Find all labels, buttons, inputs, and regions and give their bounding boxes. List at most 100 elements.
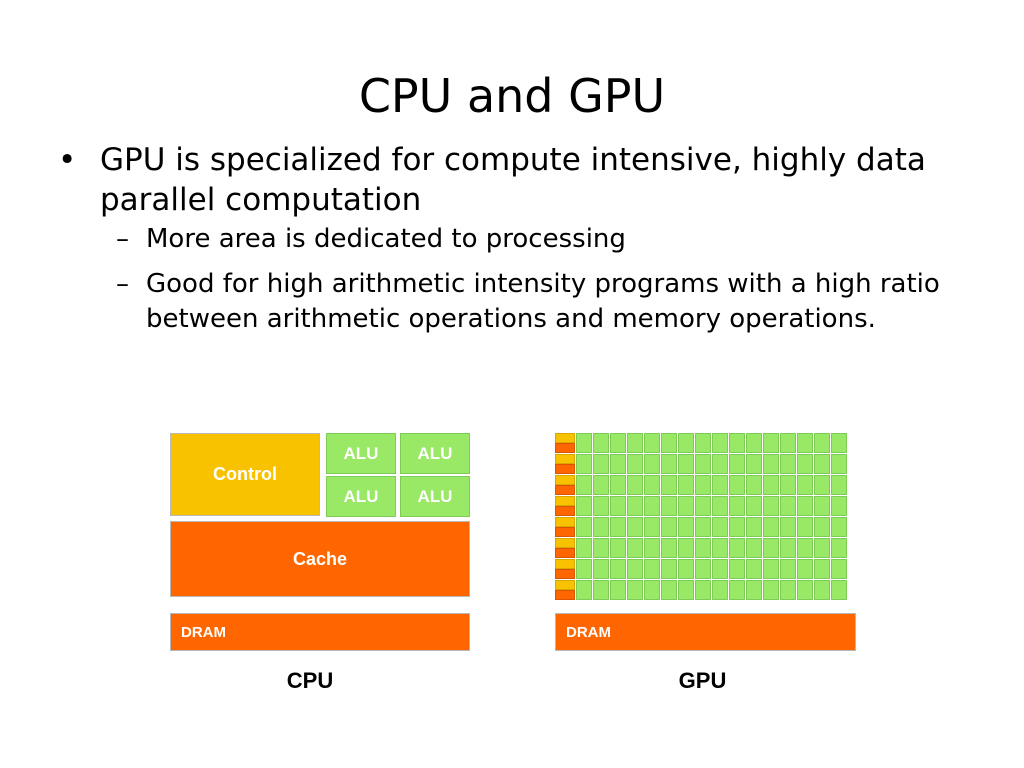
gpu-alu-cell [797, 496, 813, 516]
gpu-alu-cell [763, 538, 779, 558]
gpu-sm-row [555, 454, 856, 474]
gpu-alu-cell [831, 433, 847, 453]
gpu-control-cell [555, 433, 575, 443]
gpu-alu-cell [644, 580, 660, 600]
gpu-control-cell [555, 559, 575, 569]
gpu-sm-row [555, 475, 856, 495]
gpu-alu-cell [729, 517, 745, 537]
gpu-alu-cell [797, 580, 813, 600]
gpu-alu-cell [661, 517, 677, 537]
gpu-alu-cell [678, 475, 694, 495]
sub-bullet-item: – Good for high arithmetic intensity pro… [58, 267, 988, 337]
gpu-alu-cell [763, 580, 779, 600]
sub-bullet-item: – More area is dedicated to processing [58, 222, 988, 257]
gpu-alu-cell [780, 559, 796, 579]
gpu-control-cell [555, 580, 575, 590]
gpu-alu-cell [678, 580, 694, 600]
gpu-alu-cell [610, 517, 626, 537]
gpu-sm-row [555, 496, 856, 516]
gpu-alu-cell [814, 454, 830, 474]
gpu-alu-cell [593, 454, 609, 474]
gpu-control-cell [555, 538, 575, 548]
gpu-control-cache-cell [555, 580, 575, 600]
gpu-alu-cell [797, 433, 813, 453]
gpu-alu-cell [780, 517, 796, 537]
gpu-alu-cell [661, 559, 677, 579]
gpu-alu-cell [780, 538, 796, 558]
gpu-alu-cell [695, 433, 711, 453]
gpu-control-cell [555, 496, 575, 506]
gpu-alu-cell [763, 433, 779, 453]
gpu-alu-cell [576, 517, 592, 537]
gpu-alu-cell [593, 559, 609, 579]
gpu-alu-cell [814, 475, 830, 495]
gpu-alu-cell [814, 433, 830, 453]
gpu-cache-cell [555, 590, 575, 600]
gpu-sm-row [555, 580, 856, 600]
gpu-alu-cell [593, 517, 609, 537]
gpu-alu-cell [610, 559, 626, 579]
gpu-alu-cell [712, 475, 728, 495]
gpu-alu-cell [593, 475, 609, 495]
gpu-control-cache-cell [555, 496, 575, 516]
gpu-alu-cell [712, 433, 728, 453]
bullet-dot-icon: • [58, 142, 77, 178]
gpu-alu-cell [644, 559, 660, 579]
gpu-alu-cell [627, 538, 643, 558]
gpu-alu-cell [831, 538, 847, 558]
gpu-cache-cell [555, 506, 575, 516]
gpu-alu-cell [746, 475, 762, 495]
gpu-alu-cell [831, 517, 847, 537]
gpu-alu-cell [576, 475, 592, 495]
gpu-alu-cell [712, 538, 728, 558]
slide-title: CPU and GPU [358, 69, 666, 123]
gpu-alu-cell [644, 538, 660, 558]
gpu-alu-cell [797, 517, 813, 537]
gpu-alu-cell [610, 580, 626, 600]
sub-bullet-text: More area is dedicated to processing [146, 224, 626, 254]
gpu-alu-cell [627, 496, 643, 516]
gpu-alu-cell [678, 538, 694, 558]
gpu-alu-cell [814, 496, 830, 516]
gpu-alu-cell [712, 454, 728, 474]
gpu-alu-cell [831, 496, 847, 516]
gpu-alu-cell [661, 433, 677, 453]
gpu-control-cache-cell [555, 559, 575, 579]
gpu-alu-cell [678, 433, 694, 453]
gpu-alu-cell [814, 580, 830, 600]
gpu-alu-cell [763, 454, 779, 474]
gpu-alu-cell [831, 580, 847, 600]
gpu-alu-cell [763, 475, 779, 495]
bullet-list: • GPU is specialized for compute intensi… [58, 140, 988, 337]
gpu-control-cache-cell [555, 433, 575, 453]
gpu-alu-cell [610, 433, 626, 453]
gpu-alu-cell [610, 538, 626, 558]
gpu-alu-cell [695, 454, 711, 474]
gpu-alu-cell [610, 475, 626, 495]
cpu-dram-block: DRAM [170, 613, 470, 651]
gpu-control-cache-cell [555, 517, 575, 537]
gpu-control-cache-cell [555, 475, 575, 495]
gpu-control-cell [555, 454, 575, 464]
gpu-alu-cell [695, 580, 711, 600]
gpu-alu-cell [576, 580, 592, 600]
gpu-alu-cell [644, 454, 660, 474]
gpu-cache-cell [555, 485, 575, 495]
gpu-control-cache-cell [555, 538, 575, 558]
gpu-caption: GPU [678, 668, 727, 693]
gpu-alu-cell [627, 580, 643, 600]
gpu-alu-cell [661, 496, 677, 516]
gpu-alu-cell [610, 496, 626, 516]
gpu-cache-cell [555, 443, 575, 453]
gpu-control-cell [555, 475, 575, 485]
gpu-alu-cell [746, 559, 762, 579]
gpu-alu-cell [627, 559, 643, 579]
gpu-alu-cell [729, 454, 745, 474]
cpu-alu-block: ALU [400, 476, 470, 517]
gpu-alu-cell [712, 580, 728, 600]
gpu-alu-cell [746, 496, 762, 516]
gpu-alu-cell [831, 454, 847, 474]
gpu-alu-cell [712, 559, 728, 579]
gpu-alu-cell [797, 454, 813, 474]
gpu-alu-cell [644, 433, 660, 453]
